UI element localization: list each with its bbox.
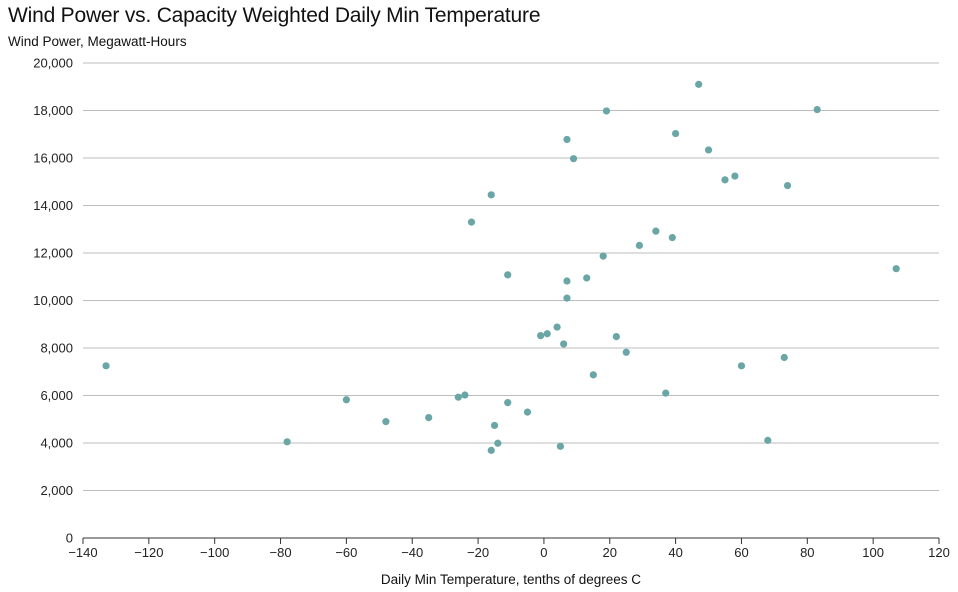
x-tick-label: 60 — [734, 545, 748, 560]
x-axis-label: Daily Min Temperature, tenths of degrees… — [381, 572, 641, 587]
data-point — [583, 274, 591, 282]
data-point — [461, 391, 469, 399]
data-point — [563, 135, 571, 144]
grid-lines — [83, 62, 939, 491]
data-point — [783, 181, 792, 190]
y-tick-label: 18,000 — [33, 103, 73, 118]
x-tick-label: 40 — [668, 545, 682, 560]
data-point — [635, 241, 644, 249]
y-tick-label: 0 — [66, 531, 73, 546]
data-point — [560, 340, 568, 348]
data-point — [454, 393, 462, 401]
data-point — [652, 227, 660, 235]
data-point — [490, 421, 499, 430]
data-point — [813, 105, 821, 114]
y-tick-label: 10,000 — [33, 293, 73, 308]
data-point — [721, 176, 729, 184]
data-point — [467, 218, 476, 226]
data-point — [780, 353, 788, 362]
data-point — [563, 277, 571, 285]
data-point — [672, 129, 680, 138]
x-tick-label: −20 — [467, 545, 489, 560]
x-tick-label: 20 — [603, 545, 617, 560]
y-tick-label: 8,000 — [40, 341, 73, 356]
x-axis: −140 −120 −100 −80 −60 −40 −20 0 20 40 60 80 100 120 — [68, 537, 950, 560]
data-point — [342, 396, 350, 404]
data-point — [556, 442, 564, 450]
data-point — [487, 191, 495, 199]
chart-title: Wind Power vs. Capacity Weighted Daily M… — [8, 4, 541, 27]
x-tick-label: −120 — [134, 545, 163, 560]
data-point — [764, 436, 772, 444]
x-tick-label: 0 — [540, 545, 547, 560]
data-points — [102, 80, 900, 454]
data-point — [622, 348, 630, 356]
data-point — [487, 446, 495, 454]
data-point — [504, 399, 512, 407]
y-tick-label: 2,000 — [40, 483, 73, 498]
x-tick-label: −60 — [335, 545, 357, 560]
data-point — [425, 413, 433, 422]
data-point — [589, 371, 597, 379]
y-axis-label: Wind Power, Megawatt-Hours — [8, 34, 187, 49]
data-point — [695, 80, 703, 88]
x-tick-label: −100 — [200, 545, 229, 560]
y-tick-label: 20,000 — [33, 56, 73, 71]
x-tick-label: 80 — [800, 545, 814, 560]
data-point — [737, 362, 746, 370]
y-tick-label: 14,000 — [33, 198, 73, 213]
data-point — [504, 271, 512, 279]
x-tick-label: −40 — [401, 545, 423, 560]
data-point — [704, 146, 713, 154]
data-point — [612, 333, 620, 341]
data-point — [668, 233, 676, 242]
data-point — [382, 418, 390, 426]
data-point — [523, 408, 532, 416]
data-point — [102, 362, 110, 370]
x-tick-label: 100 — [862, 545, 884, 560]
data-point — [543, 330, 551, 338]
data-point — [494, 439, 502, 447]
data-point — [892, 265, 900, 273]
data-point — [662, 389, 670, 397]
data-point — [569, 155, 578, 163]
data-point — [553, 323, 561, 331]
y-tick-label: 16,000 — [33, 151, 73, 166]
data-point — [731, 172, 739, 180]
y-tick-label: 4,000 — [40, 436, 73, 451]
data-point — [563, 294, 571, 302]
data-point — [602, 107, 611, 115]
y-tick-label: 12,000 — [33, 246, 73, 261]
x-tick-label: −80 — [270, 545, 292, 560]
data-point — [537, 332, 545, 340]
y-tick-label: 6,000 — [40, 388, 73, 403]
x-tick-label: 120 — [928, 545, 950, 560]
y-axis-ticks: 0 2,000 4,000 6,000 8,000 10,000 12,000 14,000 1… — [33, 56, 73, 546]
data-point — [599, 252, 607, 260]
x-tick-label: −140 — [68, 545, 97, 560]
data-point — [283, 438, 291, 446]
